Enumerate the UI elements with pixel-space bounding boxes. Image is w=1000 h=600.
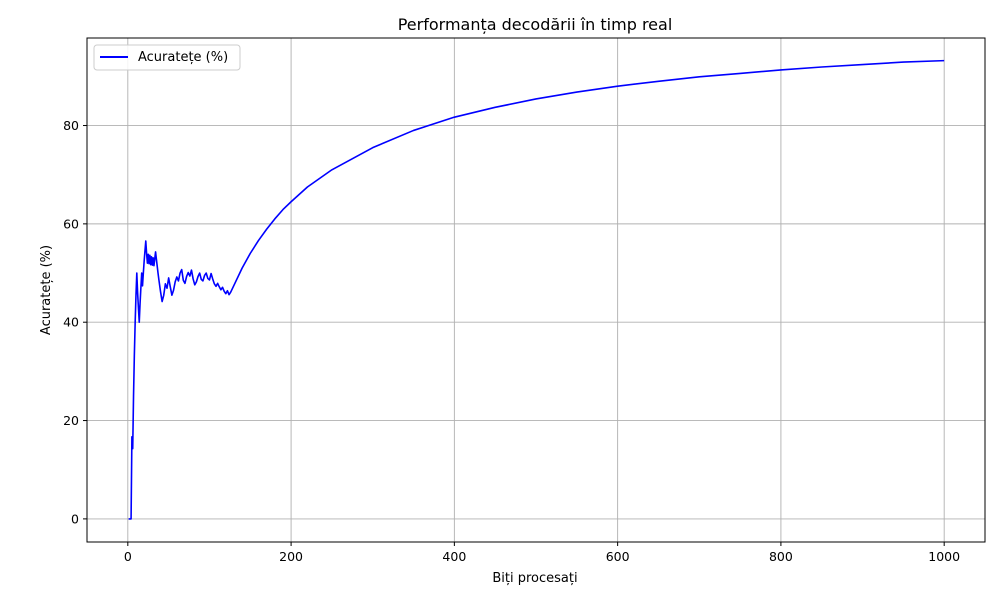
x-tick-label: 600 (606, 549, 630, 564)
grid-lines (87, 38, 985, 542)
axis-ticks: 0 200 400 600 800 1000 0 20 40 60 80 (63, 118, 960, 564)
y-tick-label: 20 (63, 413, 79, 428)
legend-label: Acuratețe (%) (138, 50, 228, 65)
x-tick-label: 800 (769, 549, 793, 564)
x-tick-label: 0 (124, 549, 132, 564)
series-layer (128, 59, 945, 520)
x-tick-label: 400 (442, 549, 466, 564)
series-line-accuracy (128, 59, 945, 520)
y-tick-label: 60 (63, 216, 79, 231)
y-tick-label: 40 (63, 315, 79, 330)
chart-title: Performanța decodării în timp real (398, 15, 673, 34)
x-axis-label: Biți procesați (492, 571, 577, 586)
y-tick-label: 0 (71, 511, 79, 526)
y-axis-label: Acuratețe (%) (39, 245, 54, 335)
y-tick-label: 80 (63, 118, 79, 133)
x-tick-label: 1000 (928, 549, 960, 564)
legend: Acuratețe (%) (93, 44, 241, 71)
plot-frame (86, 37, 986, 543)
x-tick-label: 200 (279, 549, 303, 564)
legend-box (93, 44, 241, 71)
